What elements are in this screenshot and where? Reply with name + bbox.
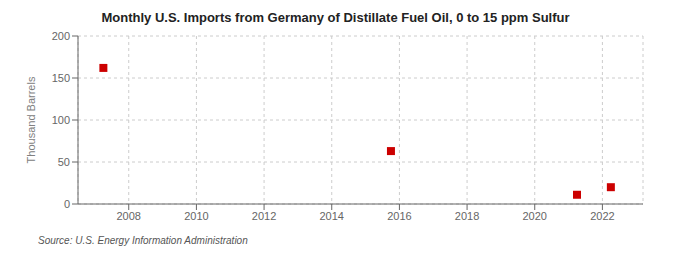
- svg-text:2022: 2022: [590, 210, 614, 222]
- svg-text:2010: 2010: [184, 210, 208, 222]
- svg-text:2014: 2014: [320, 210, 344, 222]
- svg-text:2018: 2018: [455, 210, 479, 222]
- html-text:Source: U.S. Energy Informatio: Source: U.S. Energy Information Administ…: [38, 235, 248, 246]
- svg-text:Thousand Barrels: Thousand Barrels: [25, 76, 37, 163]
- svg-text:2020: 2020: [522, 210, 546, 222]
- svg-text:50: 50: [58, 156, 70, 168]
- svg-text:100: 100: [52, 114, 70, 126]
- html-text:Monthly U.S. Imports from Germ: Monthly U.S. Imports from Germany of Dis…: [101, 10, 570, 25]
- svg-text:2012: 2012: [252, 210, 276, 222]
- svg-text:2016: 2016: [387, 210, 411, 222]
- svg-text:2008: 2008: [117, 210, 141, 222]
- svg-text:150: 150: [52, 72, 70, 84]
- svg-text:200: 200: [52, 30, 70, 42]
- svg-text:0: 0: [64, 198, 70, 210]
